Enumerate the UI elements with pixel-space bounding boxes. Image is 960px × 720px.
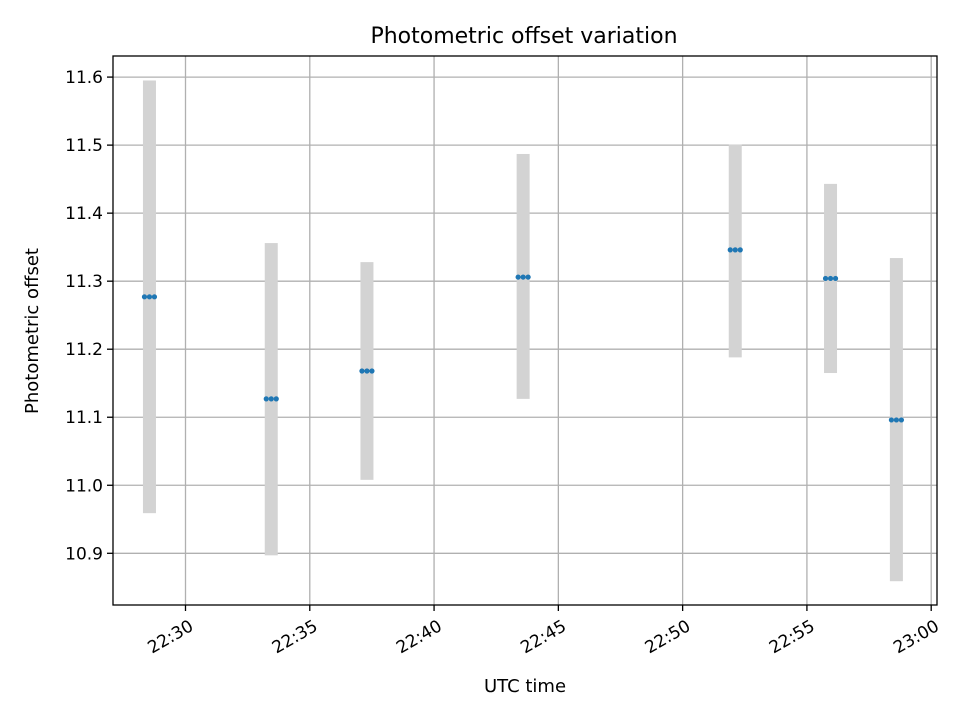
- data-point: [273, 396, 279, 402]
- error-bars: [142, 80, 903, 582]
- x-tick-label: 22:30: [145, 616, 197, 658]
- data-point: [364, 368, 370, 374]
- data-point: [515, 274, 521, 280]
- data-point: [525, 274, 531, 280]
- data-point: [827, 275, 834, 282]
- x-axis-label: UTC time: [484, 676, 566, 697]
- y-axis-ticks: 10.9 11.0 11.1 11.2 11.3 11.4 11.5 11.6: [65, 68, 113, 564]
- data-point: [727, 247, 733, 253]
- data-point: [359, 368, 365, 374]
- x-tick-label: 22:35: [269, 616, 321, 658]
- y-tick-label: 10.9: [65, 544, 103, 564]
- data-point: [893, 417, 900, 423]
- data-point: [141, 294, 148, 300]
- y-tick-label: 11.3: [65, 272, 103, 292]
- data-point: [263, 396, 269, 402]
- data-point: [822, 275, 829, 282]
- y-tick-label: 11.5: [65, 136, 103, 156]
- data-point: [737, 247, 743, 253]
- chart-title: Photometric offset variation: [370, 24, 677, 49]
- data-point: [832, 275, 839, 282]
- x-tick-label: 23:00: [890, 616, 942, 658]
- data-point: [520, 274, 526, 280]
- y-axis-label: Photometric offset: [22, 248, 43, 414]
- y-tick-label: 11.4: [65, 204, 103, 224]
- data-point: [151, 294, 158, 300]
- data-point: [732, 247, 738, 253]
- x-tick-label: 22:55: [766, 616, 818, 658]
- x-tick-label: 22:40: [393, 616, 445, 658]
- data-points: [141, 247, 905, 423]
- x-tick-label: 22:50: [642, 616, 694, 658]
- data-point: [369, 368, 375, 374]
- data-point: [898, 417, 905, 423]
- y-tick-label: 11.6: [65, 68, 103, 88]
- data-point: [888, 417, 895, 423]
- x-tick-label: 22:45: [517, 616, 569, 658]
- y-tick-label: 11.2: [65, 340, 103, 360]
- plot-area-frame: [112, 55, 938, 606]
- data-point: [146, 294, 153, 300]
- x-axis-ticks: 22:30 22:35 22:40 22:45 22:50 22:55 23:00: [145, 605, 943, 658]
- y-tick-label: 11.1: [65, 408, 103, 428]
- data-point: [268, 396, 274, 402]
- y-tick-label: 11.0: [65, 476, 103, 496]
